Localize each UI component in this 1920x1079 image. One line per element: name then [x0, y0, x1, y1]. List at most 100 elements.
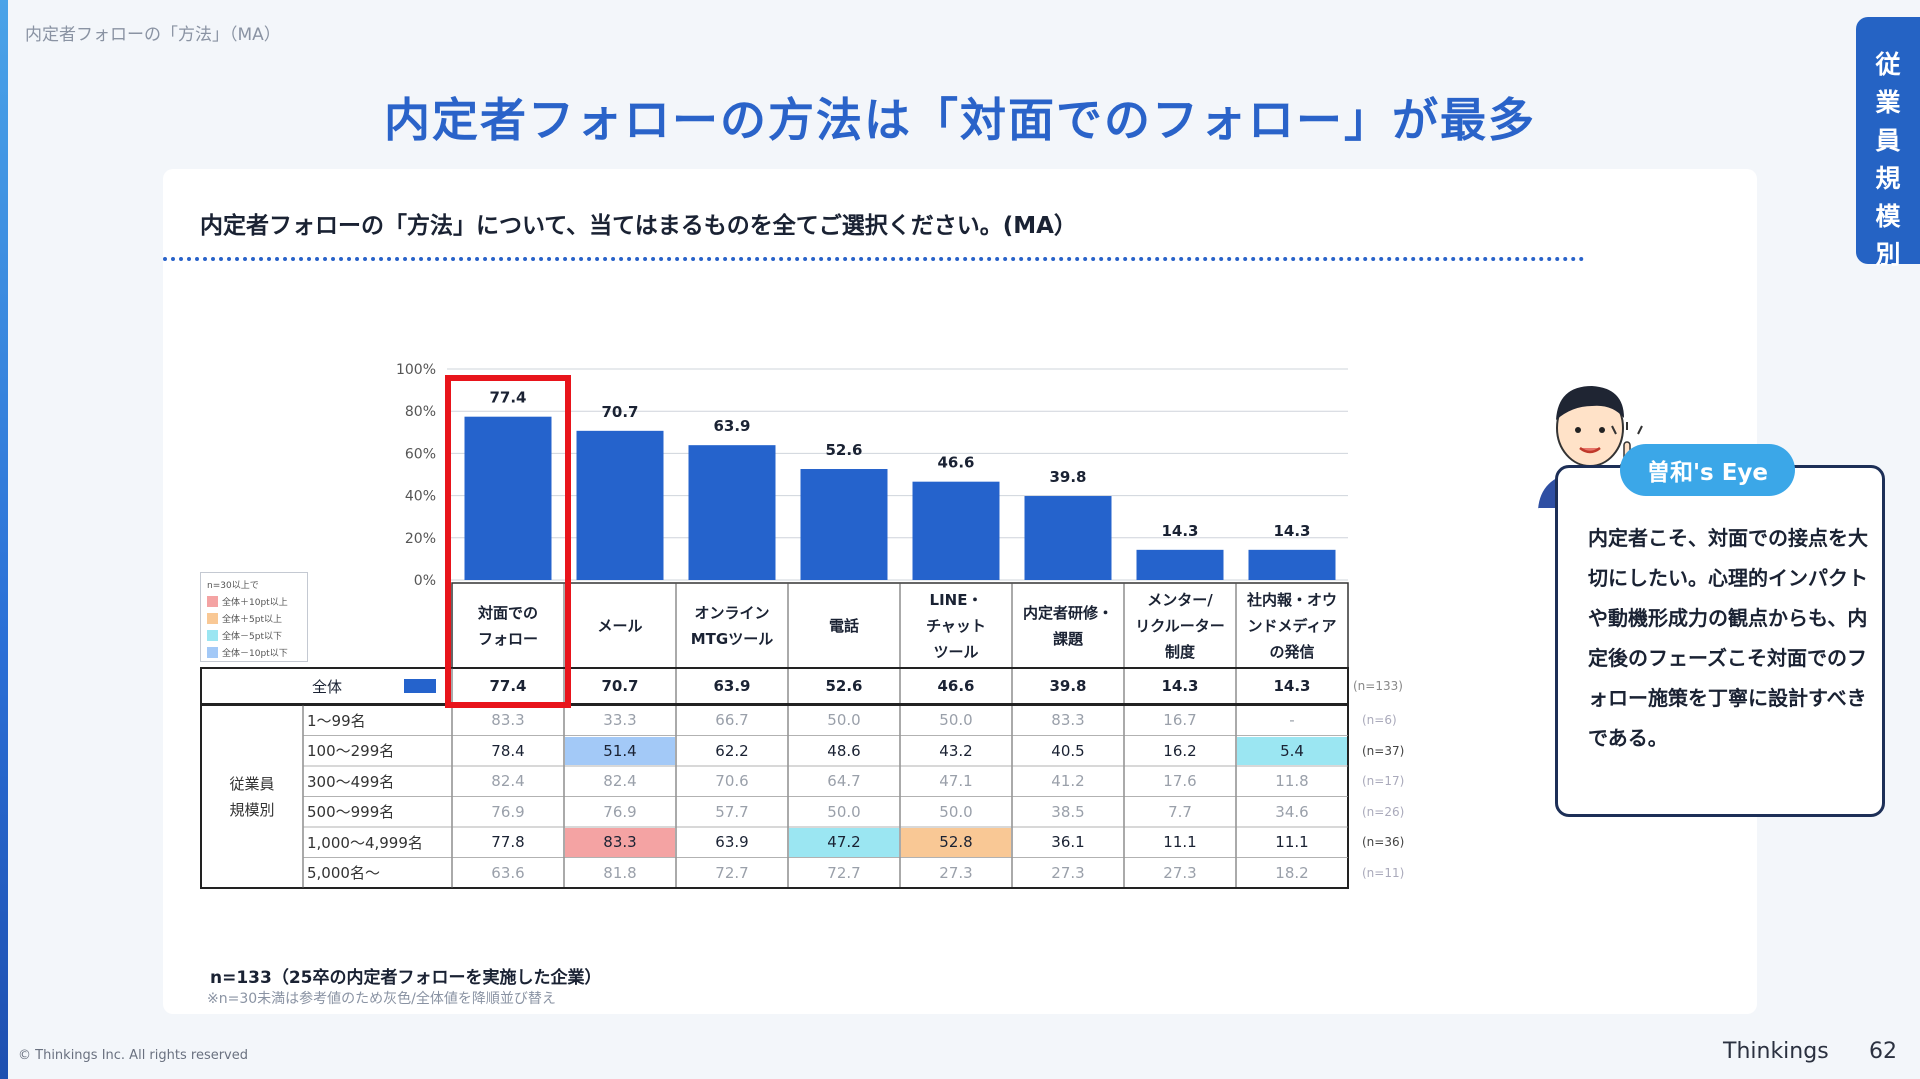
bar-value-label: 14.3	[1161, 522, 1198, 540]
legend-label: 全体－10pt以下	[222, 649, 288, 659]
row-value: 77.8	[491, 833, 525, 852]
breadcrumb: 内定者フォローの「方法」（MA）	[25, 25, 281, 45]
row-value: 66.7	[715, 711, 749, 730]
row-value: 63.6	[491, 863, 525, 882]
row-value: 41.2	[1051, 772, 1085, 791]
row-value: 11.8	[1275, 772, 1309, 791]
copyright: © Thinkings Inc. All rights reserved	[18, 1048, 249, 1063]
row-value: -	[1289, 711, 1295, 730]
row-value: 48.6	[827, 741, 861, 760]
row-value: 81.8	[603, 863, 637, 882]
row-value: 70.6	[715, 772, 749, 791]
side-tab-char: 員	[1875, 126, 1901, 155]
row-value: 50.0	[939, 711, 973, 730]
row-value: 76.9	[603, 802, 637, 821]
left-accent-bar	[0, 0, 8, 1079]
y-tick-label: 40%	[405, 489, 436, 505]
row-n: (n=11)	[1362, 865, 1405, 880]
overall-swatch	[404, 679, 436, 693]
row-value: 5.4	[1237, 736, 1347, 765]
row-value: 43.2	[939, 741, 973, 760]
legend-title: n=30以上で	[207, 581, 259, 591]
bar-value-label: 46.6	[937, 454, 974, 472]
legend-label: 全体＋10pt以上	[222, 598, 288, 608]
row-value: 18.2	[1275, 863, 1309, 882]
row-value: 16.7	[1163, 711, 1197, 730]
y-tick-label: 60%	[405, 446, 436, 462]
bar	[1136, 549, 1224, 580]
footnote-note: ※n=30未満は参考値のため灰色/全体値を降順並び替え	[207, 991, 556, 1007]
overall-value: 14.3	[1161, 677, 1199, 695]
row-value: 82.4	[603, 772, 637, 791]
legend-label: 全体＋5pt以上	[222, 615, 282, 625]
overall-value: 77.4	[489, 677, 527, 695]
category-label: メール	[597, 616, 643, 635]
row-value: 27.3	[1163, 863, 1197, 882]
row-value: 47.1	[939, 772, 973, 791]
side-tab-char: 模	[1875, 202, 1901, 231]
row-value: 83.3	[491, 711, 525, 730]
legend-swatch	[207, 596, 218, 607]
bar-value-label: 14.3	[1273, 522, 1310, 540]
overall-value: 63.9	[713, 677, 751, 695]
bar	[576, 430, 664, 580]
y-tick-label: 100%	[396, 362, 436, 378]
row-value: 50.0	[827, 802, 861, 821]
overall-value: 52.6	[825, 677, 863, 695]
row-value: 76.9	[491, 802, 525, 821]
overall-n: (n=133)	[1353, 679, 1403, 693]
row-value: 36.1	[1051, 833, 1085, 852]
bar	[1024, 496, 1112, 580]
y-tick-label: 20%	[405, 531, 436, 547]
bar-value-label: 70.7	[601, 403, 638, 421]
legend-swatch	[207, 647, 218, 658]
bar	[1248, 549, 1336, 580]
row-value: 27.3	[939, 863, 973, 882]
row-value: 52.8	[901, 828, 1011, 857]
category-label: 社内報・オウ ンドメディア の発信	[1246, 590, 1337, 661]
row-value: 27.3	[1051, 863, 1085, 882]
row-value: 57.7	[715, 802, 749, 821]
row-label: 1～99名	[307, 711, 366, 730]
row-label: 500～999名	[307, 803, 395, 822]
group-label: 従業員 規模別	[229, 774, 275, 819]
bar-value-label: 77.4	[489, 389, 526, 407]
row-value: 78.4	[491, 741, 525, 760]
row-label: 5,000名～	[307, 864, 380, 883]
row-value: 17.6	[1163, 772, 1197, 791]
bar	[912, 481, 1000, 580]
category-label: 内定者研修・ 課題	[1022, 603, 1113, 648]
side-tab-employee-size[interactable]: 従業員規模別	[1856, 17, 1920, 269]
row-n: (n=37)	[1362, 743, 1405, 758]
row-value: 40.5	[1051, 741, 1085, 760]
question-text: 内定者フォローの「方法」について、当てはまるものを全てご選択ください。(MA）	[200, 213, 1077, 239]
highlight-box	[445, 375, 571, 708]
content-card	[163, 169, 1757, 1014]
row-value: 16.2	[1163, 741, 1197, 760]
row-n: (n=6)	[1362, 713, 1397, 727]
bar-value-label: 39.8	[1049, 468, 1086, 486]
side-tab-char: 規	[1875, 164, 1901, 193]
footnote-sample-size: n=133（25卒の内定者フォローを実施した企業）	[210, 968, 602, 988]
row-value: 7.7	[1168, 802, 1192, 821]
overall-value: 39.8	[1049, 677, 1087, 695]
category-label: LINE・ チャット ツール	[926, 590, 986, 661]
row-value: 33.3	[603, 711, 637, 730]
row-value: 50.0	[939, 802, 973, 821]
legend-swatch	[207, 613, 218, 624]
row-label: 100～299名	[307, 742, 395, 761]
bar	[464, 416, 552, 580]
bar-value-label: 52.6	[825, 441, 862, 459]
page-title: 内定者フォローの方法は「対面でのフォロー」が最多	[384, 93, 1536, 147]
row-value: 72.7	[827, 863, 861, 882]
row-value: 64.7	[827, 772, 861, 791]
row-value: 51.4	[565, 736, 675, 765]
dotted-divider	[163, 257, 1585, 261]
brand-logo-text: Thinkings	[1723, 1039, 1829, 1064]
bar	[800, 469, 888, 580]
eye-commentary: 内定者こそ、対面での接点を大切にしたい。心理的インパクトや動機形成力の観点からも…	[1588, 526, 1868, 750]
legend-item: 全体－10pt以下	[207, 646, 301, 659]
side-tab-char: 別	[1875, 240, 1901, 269]
row-label: 300～499名	[307, 772, 395, 791]
